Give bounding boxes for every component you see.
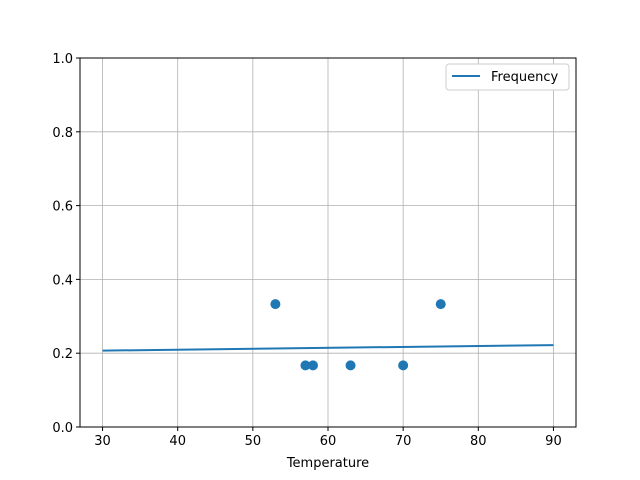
x-tick-label: 90 [545, 434, 562, 449]
x-tick-label: 70 [395, 434, 412, 449]
y-tick-label: 0.0 [52, 421, 73, 436]
legend-box [445, 63, 570, 91]
y-tick-label: 0.2 [52, 347, 73, 362]
x-tick-label: 80 [470, 434, 487, 449]
grid [80, 57, 576, 428]
scatter-point [300, 360, 311, 371]
x-tick-label: 40 [169, 434, 186, 449]
frequency-line [102, 344, 554, 352]
marks [102, 299, 554, 371]
scatter-point [345, 360, 356, 371]
ticks: 30 40 50 60 70 80 90 0.0 0.2 0.4 0.6 0.8 1.0 [52, 52, 561, 449]
scatter-point [435, 299, 446, 310]
x-tick-label: 60 [320, 434, 337, 449]
y-tick-label: 0.8 [52, 126, 73, 141]
scatter-point [270, 299, 281, 310]
y-tick-label: 0.6 [52, 200, 73, 215]
y-tick-label: 0.4 [52, 273, 73, 288]
legend-label: Frequency [491, 70, 558, 85]
x-tick-label: 30 [94, 434, 111, 449]
y-tick-label: 1.0 [52, 52, 73, 67]
scatter-point [307, 360, 318, 371]
scatter-point [398, 360, 409, 371]
legend: Frequency [445, 63, 570, 91]
x-tick-label: 50 [245, 434, 262, 449]
x-axis-label: Temperature [286, 456, 369, 471]
